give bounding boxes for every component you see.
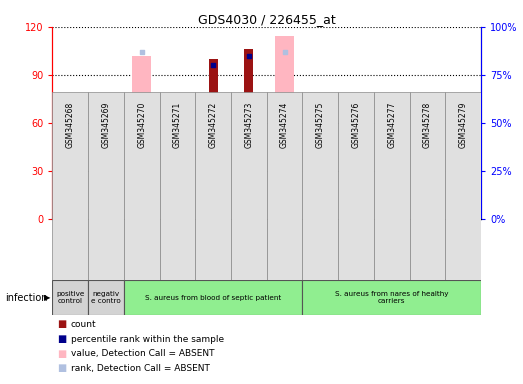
Bar	[209, 59, 218, 219]
FancyBboxPatch shape	[302, 280, 481, 315]
Text: GSM345271: GSM345271	[173, 101, 182, 148]
Bar	[60, 200, 80, 219]
FancyBboxPatch shape	[231, 92, 267, 280]
Text: GSM345274: GSM345274	[280, 101, 289, 148]
FancyBboxPatch shape	[52, 92, 88, 280]
Text: GSM345276: GSM345276	[351, 101, 360, 148]
Text: positive
control: positive control	[56, 291, 84, 304]
Text: percentile rank within the sample: percentile rank within the sample	[71, 334, 224, 344]
FancyBboxPatch shape	[195, 92, 231, 280]
Text: ▶: ▶	[44, 293, 51, 302]
Point	[138, 49, 146, 55]
Bar	[167, 144, 187, 219]
Text: GSM345268: GSM345268	[66, 101, 75, 148]
Text: count: count	[71, 320, 96, 329]
Text: infection: infection	[5, 293, 48, 303]
Text: ■: ■	[58, 334, 67, 344]
Bar	[382, 155, 402, 219]
Point	[423, 97, 431, 103]
FancyBboxPatch shape	[88, 280, 124, 315]
Text: GSM345269: GSM345269	[101, 101, 110, 148]
Point	[280, 49, 289, 55]
Point	[101, 149, 110, 155]
Bar	[132, 56, 152, 219]
FancyBboxPatch shape	[302, 92, 338, 280]
Point	[209, 62, 217, 68]
Bar	[453, 171, 473, 219]
FancyBboxPatch shape	[124, 92, 160, 280]
Text: ■: ■	[58, 363, 67, 373]
Text: negativ
e contro: negativ e contro	[91, 291, 121, 304]
Text: GSM345273: GSM345273	[244, 101, 253, 148]
Point	[173, 97, 181, 103]
FancyBboxPatch shape	[124, 280, 302, 315]
Text: GSM345272: GSM345272	[209, 101, 218, 148]
Text: ■: ■	[58, 319, 67, 329]
Text: GSM345278: GSM345278	[423, 101, 432, 148]
Point	[352, 174, 360, 180]
Title: GDS4030 / 226455_at: GDS4030 / 226455_at	[198, 13, 336, 26]
Text: ■: ■	[58, 349, 67, 359]
Text: S. aureus from blood of septic patient: S. aureus from blood of septic patient	[145, 295, 281, 301]
Point	[245, 53, 253, 59]
Point	[459, 131, 468, 137]
Text: GSM345275: GSM345275	[316, 101, 325, 148]
Text: GSM345270: GSM345270	[137, 101, 146, 148]
Bar	[96, 197, 116, 219]
Bar	[418, 127, 437, 219]
Text: GSM345277: GSM345277	[388, 101, 396, 148]
FancyBboxPatch shape	[88, 92, 124, 280]
Point	[66, 168, 74, 174]
FancyBboxPatch shape	[374, 92, 410, 280]
Bar	[275, 36, 294, 219]
FancyBboxPatch shape	[267, 92, 302, 280]
FancyBboxPatch shape	[410, 92, 446, 280]
Text: GSM345279: GSM345279	[459, 101, 468, 148]
FancyBboxPatch shape	[446, 92, 481, 280]
FancyBboxPatch shape	[160, 92, 195, 280]
Bar	[244, 49, 253, 219]
Bar	[346, 208, 366, 219]
Text: rank, Detection Call = ABSENT: rank, Detection Call = ABSENT	[71, 364, 210, 373]
FancyBboxPatch shape	[338, 92, 374, 280]
Text: S. aureus from nares of healthy
carriers: S. aureus from nares of healthy carriers	[335, 291, 449, 304]
Text: value, Detection Call = ABSENT: value, Detection Call = ABSENT	[71, 349, 214, 358]
Point	[316, 164, 324, 170]
FancyBboxPatch shape	[52, 280, 88, 315]
Point	[388, 131, 396, 137]
